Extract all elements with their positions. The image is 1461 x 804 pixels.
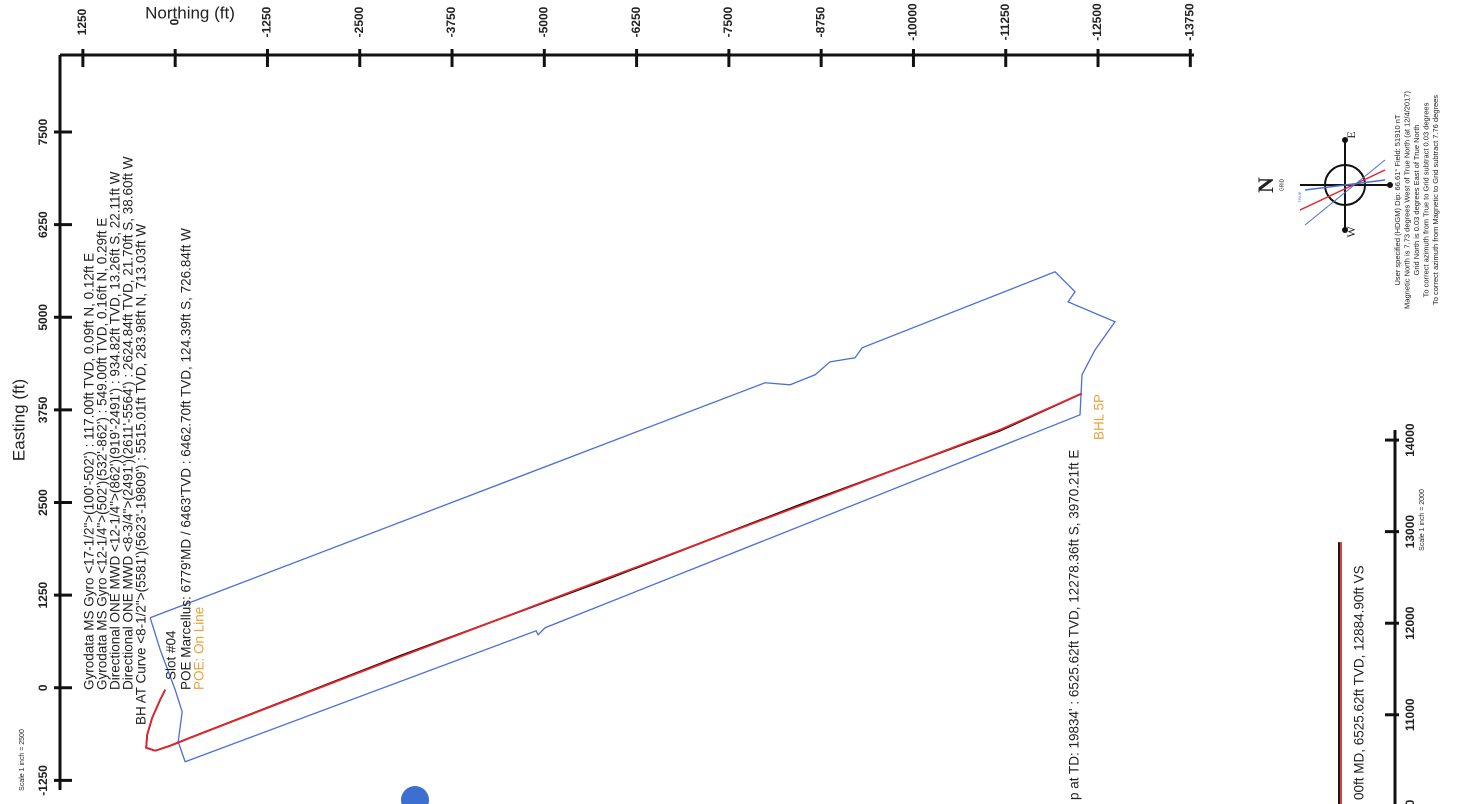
magnetic-note: User specified (HDGM) Dip: 66.61° Field:… [1393, 114, 1402, 285]
true-arrow [1304, 179, 1386, 191]
annotation: Gyrodata MS Gyro <17-1/2">(100'-502') : … [82, 253, 97, 690]
compass-west: W [1344, 226, 1358, 238]
logo [401, 786, 429, 804]
annotation: Slot #04 [164, 630, 179, 680]
magnetic-arrow [1299, 169, 1386, 211]
compass-north: N [1253, 177, 1278, 193]
y-tick-label: 13000 [1403, 515, 1417, 549]
x-tick-label: -6250 [629, 6, 643, 37]
x-tick-label: 0 [167, 18, 181, 25]
series-line [145, 392, 1083, 752]
annotation: Gyrodata MS Gyro <12-1/4">(502')(532'-86… [95, 218, 110, 690]
magnetic-note: To correct azimuth from Magnetic to Grid… [1431, 95, 1440, 305]
y-tick-label: 11000 [1403, 698, 1417, 731]
y-tick-label: 00 [1403, 799, 1417, 804]
x-tick-label: -3750 [444, 6, 458, 37]
grid-arrow [1304, 159, 1386, 226]
compass-true: TRUE [1297, 191, 1302, 202]
annotation: POE Marcellus: 6779'MD / 6463'TVD : 6462… [179, 228, 194, 690]
compass-dot [1342, 227, 1348, 233]
scale-label: Scale 1 inch = 2000 [1419, 489, 1426, 551]
y-tick-label: 1250 [36, 581, 50, 608]
compass-east: E [1344, 131, 1358, 138]
x-tick-label: -13750 [1182, 3, 1196, 41]
y-tick-label: 2500 [36, 489, 50, 516]
scale-label: Scale 1 inch = 2500 [19, 729, 26, 791]
x-tick-label: 1250 [75, 8, 89, 35]
y-tick-label: 6250 [36, 211, 50, 238]
compass-dot [1342, 137, 1348, 143]
y-tick-label: 5000 [36, 304, 50, 331]
annotation: POE: On Line [192, 607, 207, 690]
y-tick-label: 14000 [1403, 423, 1417, 457]
compass-dot [1387, 182, 1393, 188]
compass-grid: GRID [1279, 178, 1285, 191]
x-tick-label: -8750 [813, 6, 827, 37]
magnetic-note: Magnetic North is 7.73 degrees West of T… [1402, 91, 1411, 309]
annotation: Directional ONE MWD <12-1/4">(862')(919'… [108, 171, 123, 690]
x-tick-label: -10000 [906, 3, 920, 41]
x-tick-label: -11250 [998, 3, 1012, 40]
y-tick-label: 3750 [36, 396, 50, 423]
x-axis-title: Northing (ft) [145, 3, 235, 22]
series-line [149, 271, 1117, 763]
y-tick-label: 12000 [1403, 606, 1417, 640]
annotation: 00ft MD, 6525.62ft TVD, 12884.90ft VS [1352, 565, 1367, 800]
y-axis-title: Easting (ft) [9, 379, 28, 461]
y-tick-label: 7500 [36, 118, 50, 145]
y-tick-label: -1250 [36, 765, 50, 796]
x-tick-label: -1250 [260, 6, 274, 37]
annotation: BH AT Curve <8-1/2">(5581')(5623'-19809'… [134, 224, 149, 725]
annotation: BHL 5P [1092, 394, 1107, 440]
x-tick-label: -12500 [1090, 3, 1104, 41]
series-line [145, 392, 1083, 752]
magnetic-note: Grid North is 0.03 degrees East of True … [1412, 125, 1421, 276]
annotation: Directional ONE MWD <8-3/4">(2491')(2611… [121, 156, 136, 690]
x-tick-label: -5000 [536, 6, 550, 37]
compass [1299, 137, 1393, 233]
y-tick-label: 0 [36, 684, 50, 691]
annotation: p at TD: 19834' : 6525.62ft TVD, 12278.3… [1067, 450, 1082, 800]
x-tick-label: -7500 [721, 6, 735, 37]
x-tick-label: -2500 [352, 6, 366, 37]
magnetic-note: To correct azimuth from True to Grid sub… [1421, 102, 1430, 297]
